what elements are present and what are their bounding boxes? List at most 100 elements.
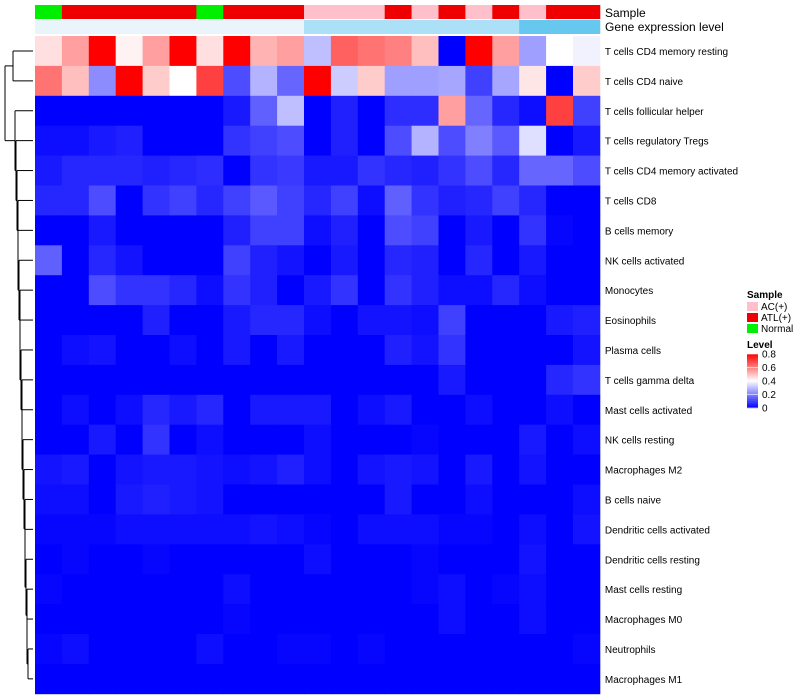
heatmap-cell [357,454,386,485]
heatmap-cell [196,65,224,97]
heatmap-cell [61,574,90,605]
heatmap-cell [546,634,574,665]
heatmap-cell [35,335,63,366]
heatmap-cell [61,514,90,545]
heatmap-cell [573,245,601,276]
heatmap-cell [169,36,197,67]
heatmap-cell [411,484,439,515]
sample-annotation-cell [169,5,197,19]
sample-annotation-cell [88,5,117,19]
heatmap-cell [438,364,466,396]
heatmap-cell [223,544,251,575]
colorbar-segment [747,400,758,403]
heatmap-cell [573,305,601,336]
heatmap-cell [142,484,170,515]
row-label: Plasma cells [605,346,661,357]
sample-annotation-cell [546,5,574,19]
heatmap-cell [438,95,466,127]
heatmap-cell [519,544,547,575]
heatmap-cell [411,364,439,396]
colorbar-segment [747,390,758,393]
heatmap-cell [169,484,197,515]
heatmap-cell [250,155,278,186]
heatmap-cell [35,484,63,515]
heatmap-cell [519,245,547,276]
sample-annotation-cell [357,5,386,19]
heatmap-cell [250,245,278,276]
heatmap-cell [384,544,412,575]
heatmap-cell [330,634,359,665]
colorbar-segment [747,391,758,394]
colorbar-segment [747,379,758,382]
heatmap-cell [223,574,251,605]
heatmap-cell [142,215,170,246]
expression-annotation-cell [169,20,197,34]
heatmap-cell [411,125,439,156]
legend-sample: Sample AC(+) ATL(+) Normal [747,290,793,335]
colorbar-segment [747,399,758,402]
heatmap-cell [330,454,359,485]
heatmap-cell [465,634,493,665]
row-label: Dendritic cells resting [605,555,700,566]
heatmap-cell [519,95,547,127]
heatmap-cell [115,604,143,635]
expression-annotation-cell [223,20,251,34]
heatmap-cell [546,185,574,216]
heatmap-cell [88,634,117,665]
heatmap-cell [223,484,251,515]
heatmap-cell [35,634,63,665]
row-label: T cells gamma delta [605,376,695,387]
annotation-bars [35,5,601,34]
heatmap-cell [519,394,547,426]
heatmap-cell [277,95,305,127]
heatmap-cell [546,36,574,67]
heatmap-cell [35,155,63,186]
heatmap-cell [196,155,224,186]
heatmap-cell [115,155,143,186]
heatmap-cell [169,155,197,186]
heatmap-cell [88,335,117,366]
heatmap-cell [169,394,197,426]
colorbar-segment [747,395,758,398]
heatmap-cell [573,95,601,127]
heatmap-cell [277,424,305,455]
heatmap-cell [61,125,90,156]
heatmap-cell [35,604,63,635]
sample-annotation-cell [223,5,251,19]
heatmap-cell [169,364,197,396]
heatmap-cell [304,514,332,545]
heatmap-cell [196,604,224,635]
heatmap-cell [115,394,143,426]
heatmap-cell [465,245,493,276]
heatmap-cell [465,514,493,545]
heatmap-cell [573,663,601,695]
expression-annotation-cell [115,20,143,34]
heatmap-cell [519,514,547,545]
heatmap-cell [492,364,520,396]
row-label: T cells follicular helper [605,107,704,118]
colorbar-segment [747,372,758,375]
heatmap-cell [250,634,278,665]
heatmap-cell [492,454,520,485]
heatmap-cell [142,424,170,455]
heatmap-cell [330,514,359,545]
heatmap-cell [35,275,63,306]
heatmap-cell [169,305,197,336]
heatmap-cell [277,65,305,97]
colorbar-segment [747,402,758,405]
heatmap-cell [142,125,170,156]
heatmap-cell [223,663,251,695]
heatmap-cell [250,125,278,156]
heatmap-cell [88,185,117,216]
heatmap-cell [88,275,117,306]
heatmap-cell [438,544,466,575]
heatmap-cell [169,215,197,246]
heatmap-cell [277,454,305,485]
heatmap-cell [438,574,466,605]
heatmap-cell [573,125,601,156]
heatmap-cells [35,36,601,695]
heatmap-cell [196,394,224,426]
heatmap-cell [357,634,386,665]
heatmap-cell [384,245,412,276]
heatmap-cell [384,634,412,665]
